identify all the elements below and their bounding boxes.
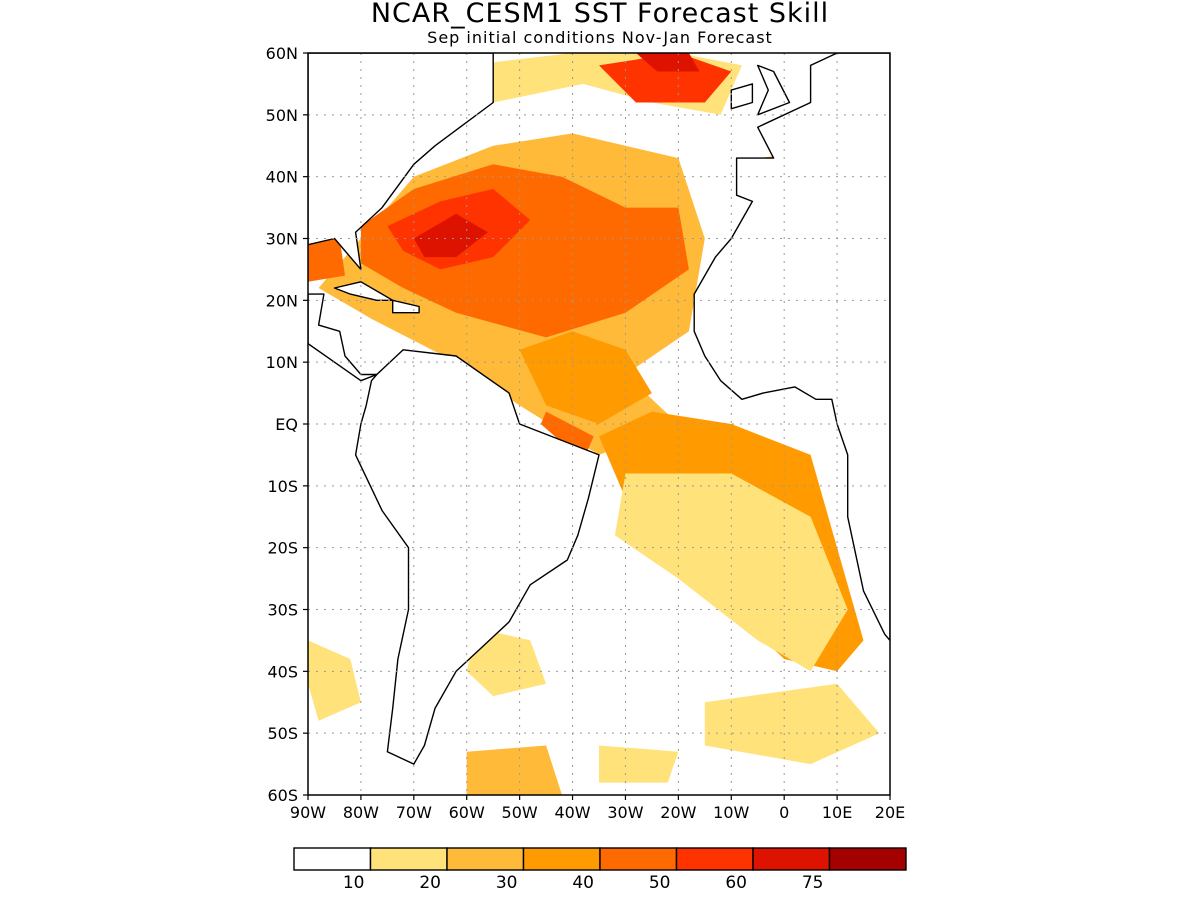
skill-region-4	[614, 473, 848, 672]
colorbar-label: 20	[419, 873, 441, 893]
land-great-britain	[757, 64, 791, 116]
lon-tick-label: 80W	[343, 803, 379, 822]
graticule	[308, 53, 890, 795]
land-north-america	[308, 53, 494, 271]
skill-region-14	[413, 213, 488, 258]
colorbar-swatch	[828, 847, 907, 871]
skill-region-11	[519, 331, 652, 424]
skill-region-9	[599, 745, 679, 783]
lon-tick-label: 70W	[396, 803, 432, 822]
lon-tick-label: 90W	[290, 803, 326, 822]
skill-region-5	[308, 640, 361, 721]
chart-subtitle: Sep initial conditions Nov-Jan Forecast	[427, 28, 773, 47]
skill-fill-layer	[308, 53, 880, 795]
lon-tick-label: 0	[779, 803, 789, 822]
lat-tick-label: 10N	[266, 353, 298, 372]
colorbar-label: 75	[802, 873, 824, 893]
colorbar-swatch	[446, 847, 525, 871]
land-layer	[308, 16, 890, 765]
land-iceland	[657, 16, 710, 35]
lat-tick-label: 10S	[267, 477, 298, 496]
lon-tick-label: 20E	[875, 803, 905, 822]
colorbar-swatch	[599, 847, 678, 871]
lat-tick-label: 20N	[266, 291, 298, 310]
land-cuba	[333, 281, 394, 301]
skill-region-6	[466, 628, 547, 697]
lat-tick-label: 50N	[266, 106, 298, 125]
colorbar-label: 60	[725, 873, 747, 893]
longitude-labels: 90W 80W 70W 60W 50W 40W 30W 20W 10W 0 10E 20E	[290, 795, 905, 822]
lat-tick-label: 20S	[267, 539, 298, 558]
chart-title: NCAR_CESM1 SST Forecast Skill	[370, 0, 830, 29]
lat-tick-label: 30N	[266, 230, 298, 249]
skill-region-13	[599, 53, 732, 103]
lon-tick-label: 30W	[607, 803, 643, 822]
lon-tick-label: 40W	[554, 803, 590, 822]
lat-tick-label: EQ	[275, 415, 298, 434]
lat-tick-label: 60N	[266, 44, 298, 63]
lon-tick-label: 10E	[822, 803, 852, 822]
lat-tick-label: 50S	[267, 724, 298, 743]
colorbar-swatch	[522, 847, 601, 871]
latitude-labels: 60N 50N 40N 30N 20N 10N EQ 10S 20S 30S 40S 50S 60S	[266, 44, 308, 805]
lon-tick-label: 20W	[660, 803, 696, 822]
skill-region-16	[308, 238, 345, 282]
lon-tick-label: 60W	[449, 803, 485, 822]
land-ireland	[730, 83, 754, 110]
colorbar: 10 20 30 40 50 60 75	[293, 847, 907, 893]
land-hispaniola	[392, 299, 420, 314]
land-south-america	[354, 349, 600, 765]
lon-tick-label: 10W	[713, 803, 749, 822]
skill-region-7	[704, 683, 880, 765]
skill-region-15	[636, 53, 700, 72]
colorbar-label: 30	[496, 873, 518, 893]
colorbar-label: 50	[649, 873, 671, 893]
colorbar-swatch	[369, 847, 448, 871]
skill-region-8	[466, 745, 562, 795]
colorbar-label: 10	[343, 873, 365, 893]
colorbar-swatch	[293, 847, 372, 871]
land-africa-europe	[693, 53, 890, 642]
colorbar-swatch	[675, 847, 754, 871]
lon-tick-label: 50W	[502, 803, 538, 822]
lat-tick-label: 40N	[266, 168, 298, 187]
colorbar-swatch	[752, 847, 831, 871]
lat-tick-label: 40S	[267, 662, 298, 681]
lat-tick-label: 30S	[267, 601, 298, 620]
colorbar-label: 40	[572, 873, 594, 893]
lat-tick-label: 60S	[267, 786, 298, 805]
